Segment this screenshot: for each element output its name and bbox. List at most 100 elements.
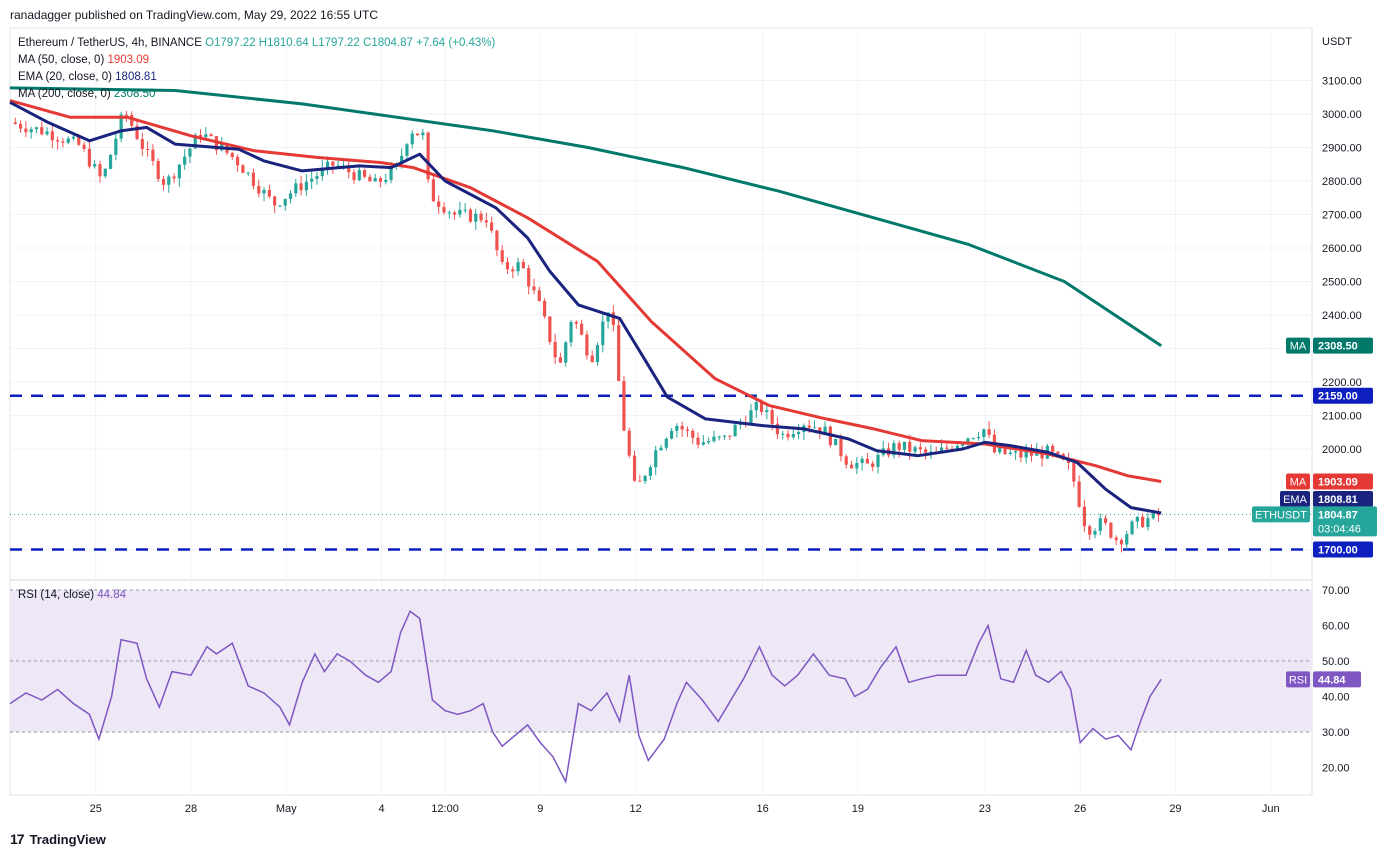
candle-body — [971, 438, 975, 440]
candle-body — [606, 312, 610, 322]
x-tick-label: 25 — [90, 803, 102, 815]
candle-body — [447, 212, 451, 214]
ma200-label-value: 2308.50 — [1318, 341, 1358, 353]
candle-body — [696, 437, 700, 445]
series-line — [9, 86, 1163, 347]
candle-body — [574, 322, 578, 324]
candle-body — [474, 213, 478, 222]
candle-body — [1119, 540, 1124, 545]
candle-body — [209, 134, 213, 137]
candle-body — [183, 156, 187, 165]
rsi-value-tag: 44.84 — [1318, 674, 1346, 686]
y-tick-label: 2900.00 — [1322, 143, 1362, 155]
plot-frame — [9, 27, 1313, 796]
candle-body — [775, 423, 780, 435]
ohlc-high: H1810.64 — [259, 37, 312, 49]
y-tick-label: 2700.00 — [1322, 210, 1362, 222]
y-tick-label: 3100.00 — [1322, 76, 1362, 88]
candle-body — [797, 432, 801, 435]
candle-body — [98, 164, 102, 177]
candle-body — [421, 132, 425, 136]
candle-body — [479, 213, 483, 221]
candle-body — [844, 456, 848, 465]
candle-body — [659, 447, 663, 451]
rsi-tick-label: 20.00 — [1322, 763, 1350, 775]
candle-body — [241, 165, 245, 173]
candle-body — [352, 172, 356, 181]
candle-body — [468, 209, 473, 222]
price-labels: MA 2308.50 2159.00 MA 1903.09 EMA 1808.81 ETHUS… — [1252, 337, 1377, 688]
candle-body — [1051, 445, 1055, 452]
x-tick-label: May — [276, 803, 297, 815]
candle-body — [1135, 516, 1139, 522]
candle-body — [140, 139, 144, 149]
candle-body — [733, 424, 737, 437]
candle-body — [781, 433, 785, 435]
candle-body — [384, 179, 388, 182]
candle-body — [701, 442, 705, 445]
y-tick-label: 2400.00 — [1322, 310, 1362, 322]
ma200-label-bg — [1313, 337, 1373, 354]
candle-body — [114, 138, 118, 155]
candle-body — [325, 161, 330, 168]
candle-body — [987, 429, 991, 435]
candle-body — [569, 322, 573, 343]
candle-body — [553, 341, 557, 358]
candle-body — [664, 438, 668, 448]
candle-body — [643, 475, 647, 482]
candle-body — [1066, 459, 1071, 463]
horizontal-levels — [10, 394, 1312, 551]
series-line — [9, 100, 1162, 515]
x-tick-label: 26 — [1074, 803, 1086, 815]
candle-body — [966, 438, 970, 444]
candle-body — [1077, 481, 1081, 507]
last-price-bg — [1313, 506, 1377, 537]
candle-body — [516, 262, 520, 272]
candle-body — [1151, 511, 1155, 519]
ohlc-open: O1797.22 — [205, 37, 259, 49]
ma200-label-prefix-bg — [1286, 337, 1310, 354]
legend-ma200-label: MA (200, close, 0) — [18, 88, 114, 100]
candle-body — [617, 325, 621, 382]
candlesticks — [13, 110, 1161, 553]
tradingview-logo[interactable]: 17 TradingView — [10, 831, 106, 847]
candle-body — [320, 167, 324, 177]
candle-body — [1072, 462, 1076, 482]
rsi-line — [9, 610, 1162, 785]
y-axis-unit: USDT — [1322, 36, 1352, 48]
x-tick-label: 9 — [537, 803, 543, 815]
candle-body — [765, 410, 769, 412]
candle-body — [56, 140, 60, 142]
candle-body — [177, 164, 181, 179]
indicator-lines — [9, 86, 1163, 515]
level-1700-label-value: 1700.00 — [1318, 545, 1358, 557]
candle-body — [188, 148, 192, 157]
candle-body — [151, 149, 155, 161]
x-tick-label: 19 — [852, 803, 864, 815]
candle-body — [108, 154, 113, 169]
candle-body — [437, 201, 441, 207]
candle-body — [648, 467, 653, 476]
candle-body — [908, 441, 912, 452]
candle-body — [373, 178, 377, 182]
candle-body — [198, 134, 203, 138]
ohlc-change: +7.64 (+0.43%) — [416, 37, 495, 49]
symbol-tag: ETHUSDT — [1255, 509, 1307, 521]
candle-body — [18, 123, 23, 129]
candle-body — [315, 176, 319, 179]
ema-prefix-bg — [1280, 491, 1310, 508]
rsi-tick-label: 40.00 — [1322, 692, 1350, 704]
candle-body — [548, 316, 552, 342]
candle-body — [1082, 506, 1087, 527]
candle-body — [902, 441, 907, 450]
candle-body — [1019, 451, 1023, 458]
y-tick-label: 2000.00 — [1322, 444, 1362, 456]
rsi-tick-label: 60.00 — [1322, 621, 1350, 633]
level-2159-label-bg — [1313, 387, 1373, 404]
x-tick-label: 16 — [756, 803, 768, 815]
candle-body — [45, 131, 49, 135]
rsi-value-bg — [1313, 671, 1361, 688]
candle-body — [119, 114, 123, 139]
candle-body — [580, 323, 584, 335]
